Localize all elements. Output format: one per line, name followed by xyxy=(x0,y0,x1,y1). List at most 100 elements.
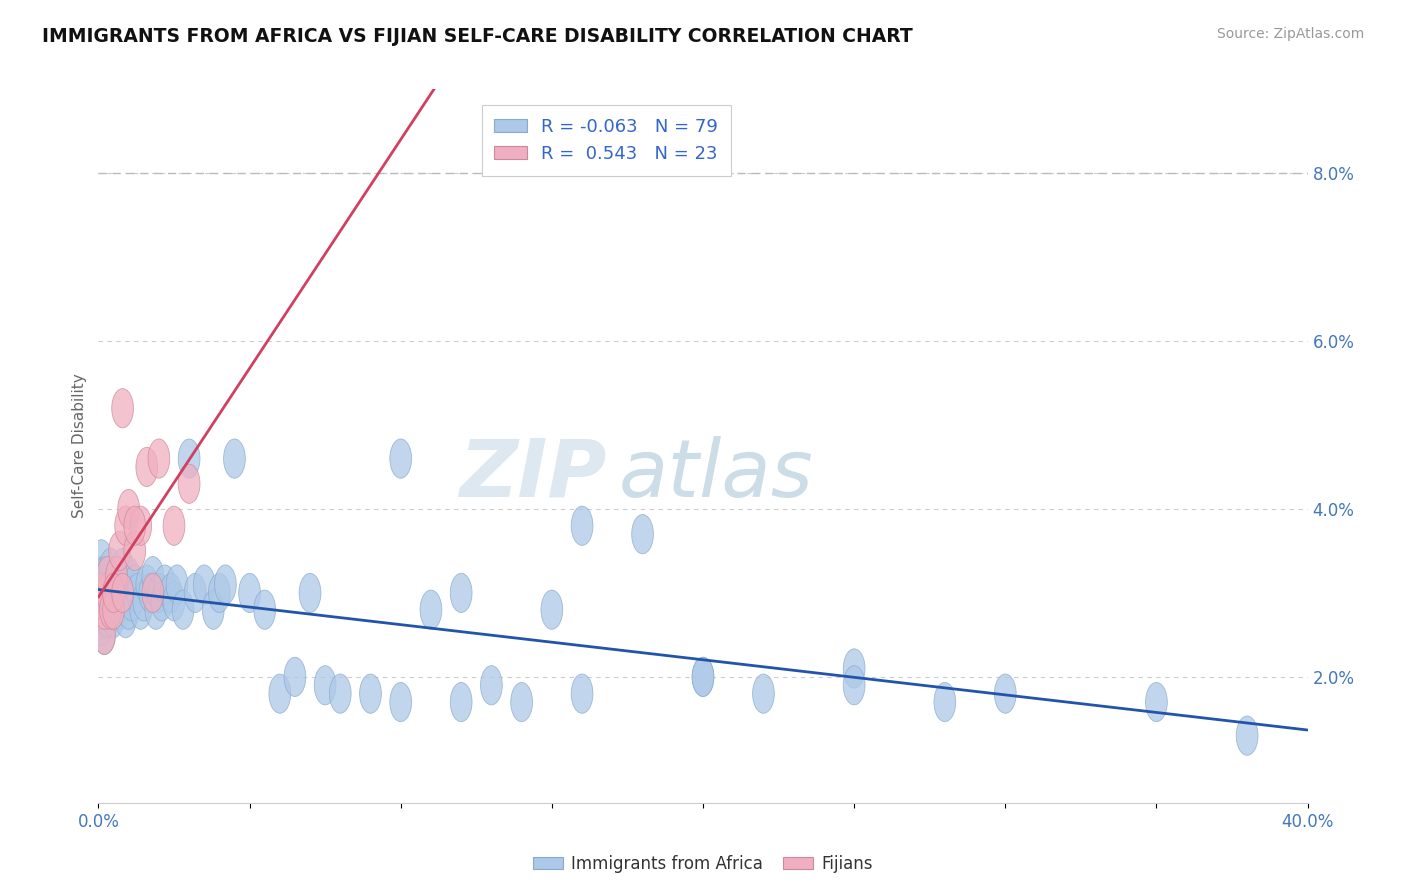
Ellipse shape xyxy=(97,565,118,604)
Ellipse shape xyxy=(103,591,124,630)
Ellipse shape xyxy=(115,506,136,545)
Ellipse shape xyxy=(94,574,115,613)
Ellipse shape xyxy=(389,682,412,722)
Ellipse shape xyxy=(100,548,121,587)
Ellipse shape xyxy=(90,607,112,646)
Ellipse shape xyxy=(148,574,170,613)
Ellipse shape xyxy=(148,439,170,478)
Ellipse shape xyxy=(844,648,865,688)
Ellipse shape xyxy=(124,565,146,604)
Legend: R = -0.063   N = 79, R =  0.543   N = 23: R = -0.063 N = 79, R = 0.543 N = 23 xyxy=(482,105,731,176)
Ellipse shape xyxy=(111,582,134,621)
Ellipse shape xyxy=(108,532,131,571)
Ellipse shape xyxy=(184,574,207,613)
Ellipse shape xyxy=(269,674,291,714)
Ellipse shape xyxy=(90,557,112,596)
Ellipse shape xyxy=(166,565,188,604)
Ellipse shape xyxy=(136,565,157,604)
Ellipse shape xyxy=(360,674,381,714)
Ellipse shape xyxy=(142,557,163,596)
Ellipse shape xyxy=(94,615,115,655)
Ellipse shape xyxy=(94,591,115,630)
Ellipse shape xyxy=(105,574,128,613)
Ellipse shape xyxy=(239,574,260,613)
Ellipse shape xyxy=(124,506,146,545)
Ellipse shape xyxy=(115,599,136,638)
Ellipse shape xyxy=(284,657,305,697)
Ellipse shape xyxy=(103,565,124,604)
Ellipse shape xyxy=(163,506,184,545)
Ellipse shape xyxy=(111,574,134,613)
Ellipse shape xyxy=(97,582,118,621)
Text: ZIP: ZIP xyxy=(458,435,606,514)
Ellipse shape xyxy=(97,599,118,638)
Ellipse shape xyxy=(481,665,502,705)
Ellipse shape xyxy=(208,574,231,613)
Text: atlas: atlas xyxy=(619,435,813,514)
Ellipse shape xyxy=(541,591,562,630)
Ellipse shape xyxy=(155,565,176,604)
Ellipse shape xyxy=(134,582,155,621)
Ellipse shape xyxy=(420,591,441,630)
Ellipse shape xyxy=(202,591,224,630)
Ellipse shape xyxy=(631,515,654,554)
Ellipse shape xyxy=(160,574,181,613)
Ellipse shape xyxy=(108,591,131,630)
Ellipse shape xyxy=(145,591,167,630)
Ellipse shape xyxy=(299,574,321,613)
Ellipse shape xyxy=(103,574,124,613)
Ellipse shape xyxy=(315,665,336,705)
Ellipse shape xyxy=(142,574,163,613)
Ellipse shape xyxy=(118,557,139,596)
Ellipse shape xyxy=(150,582,173,621)
Ellipse shape xyxy=(111,548,134,587)
Ellipse shape xyxy=(90,574,112,613)
Ellipse shape xyxy=(118,591,139,630)
Ellipse shape xyxy=(94,591,115,630)
Ellipse shape xyxy=(510,682,533,722)
Ellipse shape xyxy=(994,674,1017,714)
Ellipse shape xyxy=(129,506,152,545)
Ellipse shape xyxy=(108,565,131,604)
Ellipse shape xyxy=(100,591,121,630)
Ellipse shape xyxy=(172,591,194,630)
Text: Source: ZipAtlas.com: Source: ZipAtlas.com xyxy=(1216,27,1364,41)
Ellipse shape xyxy=(752,674,775,714)
Ellipse shape xyxy=(103,599,124,638)
Ellipse shape xyxy=(139,574,160,613)
Ellipse shape xyxy=(127,574,149,613)
Ellipse shape xyxy=(90,591,112,630)
Legend: Immigrants from Africa, Fijians: Immigrants from Africa, Fijians xyxy=(526,848,880,880)
Ellipse shape xyxy=(450,682,472,722)
Ellipse shape xyxy=(90,574,112,613)
Ellipse shape xyxy=(129,591,152,630)
Ellipse shape xyxy=(115,574,136,613)
Ellipse shape xyxy=(224,439,245,478)
Ellipse shape xyxy=(105,557,128,596)
Ellipse shape xyxy=(90,540,112,579)
Ellipse shape xyxy=(163,582,184,621)
Ellipse shape xyxy=(692,657,714,697)
Ellipse shape xyxy=(179,464,200,503)
Ellipse shape xyxy=(90,591,112,630)
Ellipse shape xyxy=(254,591,276,630)
Ellipse shape xyxy=(571,506,593,545)
Ellipse shape xyxy=(194,565,215,604)
Ellipse shape xyxy=(389,439,412,478)
Ellipse shape xyxy=(934,682,956,722)
Ellipse shape xyxy=(97,557,118,596)
Ellipse shape xyxy=(136,448,157,487)
Ellipse shape xyxy=(450,574,472,613)
Ellipse shape xyxy=(1236,716,1258,756)
Ellipse shape xyxy=(844,665,865,705)
Ellipse shape xyxy=(111,389,134,428)
Ellipse shape xyxy=(329,674,352,714)
Ellipse shape xyxy=(105,557,128,596)
Y-axis label: Self-Care Disability: Self-Care Disability xyxy=(72,374,87,518)
Ellipse shape xyxy=(121,582,142,621)
Ellipse shape xyxy=(97,574,118,613)
Ellipse shape xyxy=(124,532,146,571)
Ellipse shape xyxy=(1146,682,1167,722)
Ellipse shape xyxy=(692,657,714,697)
Ellipse shape xyxy=(118,490,139,529)
